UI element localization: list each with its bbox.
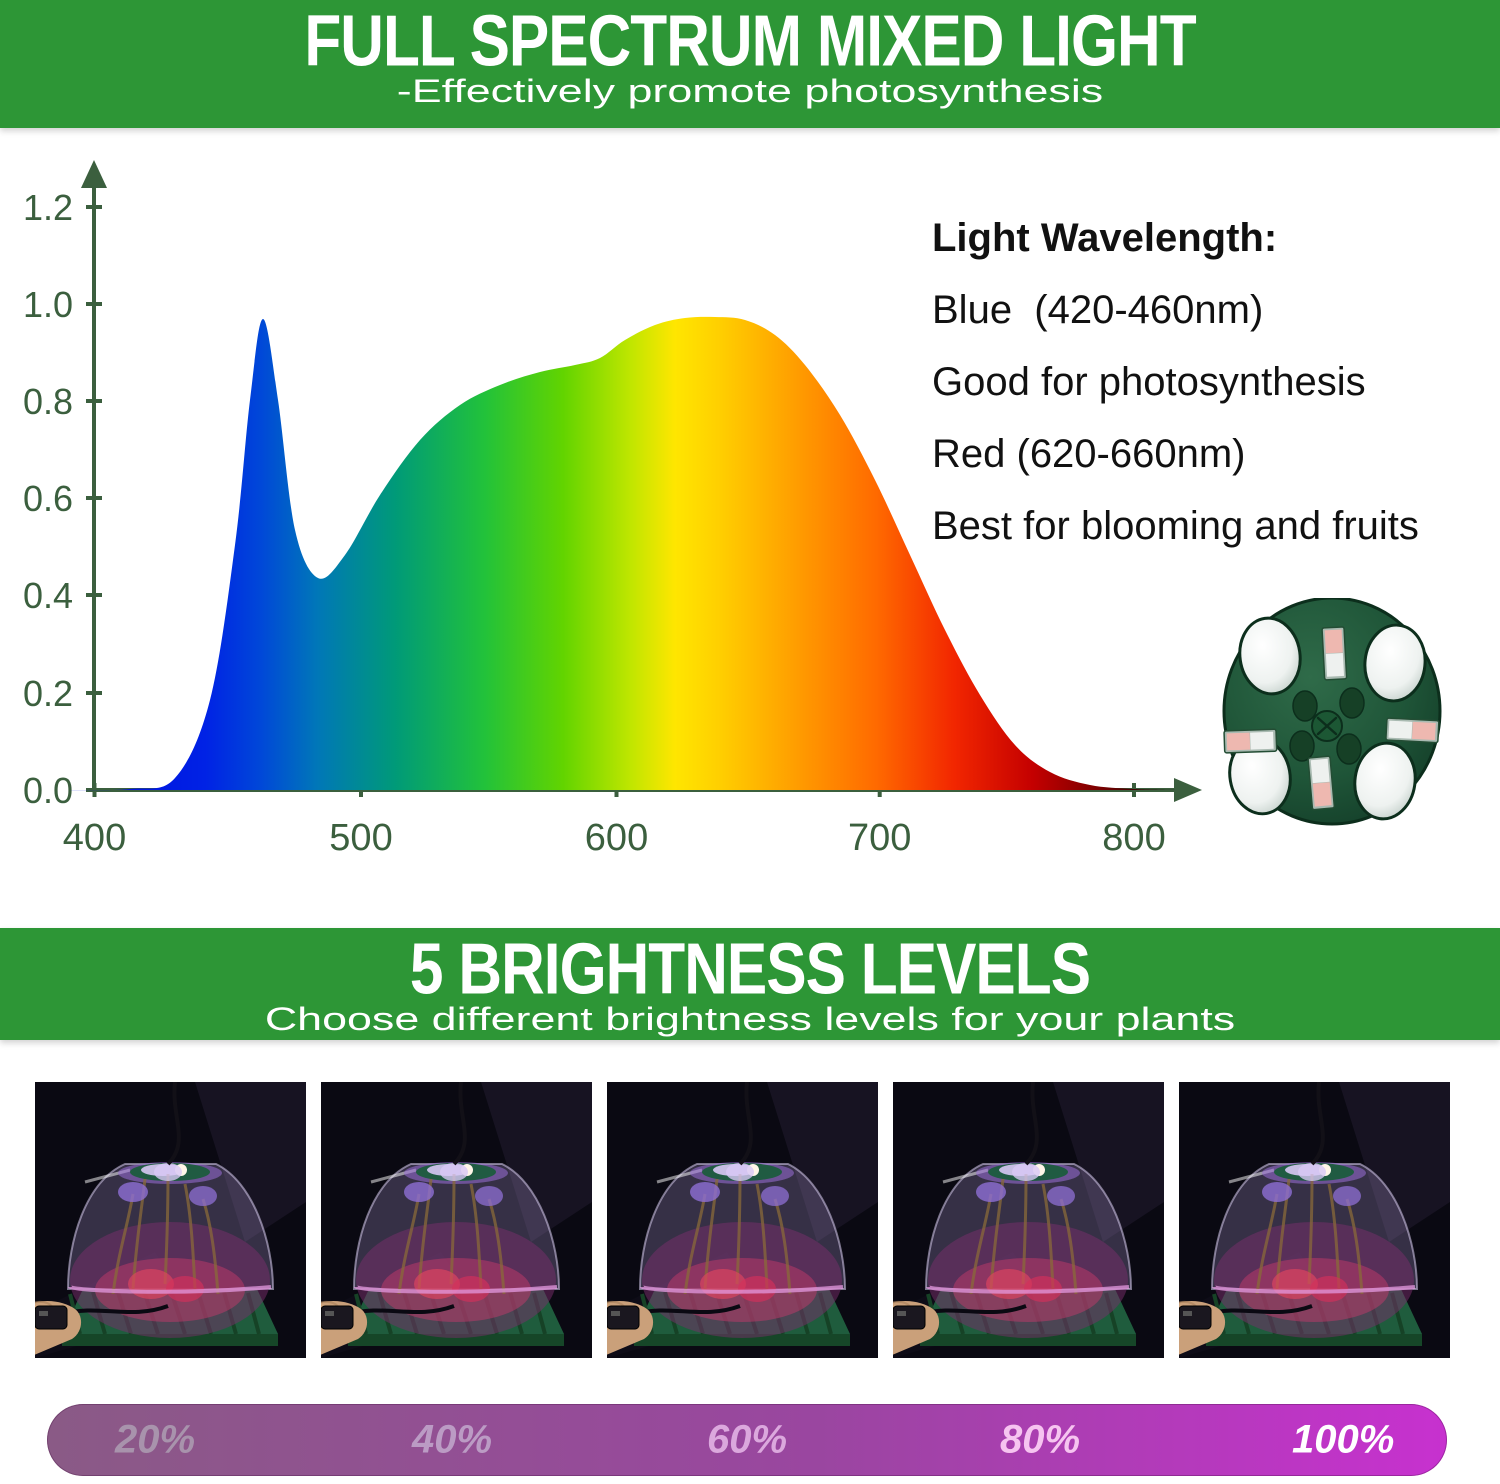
svg-text:0.8: 0.8	[23, 381, 73, 422]
svg-text:1.2: 1.2	[23, 187, 73, 228]
svg-text:0.6: 0.6	[23, 478, 73, 519]
svg-text:1.0: 1.0	[23, 284, 73, 325]
svg-text:600: 600	[585, 817, 648, 859]
svg-text:700: 700	[848, 817, 911, 859]
svg-text:500: 500	[329, 817, 392, 859]
svg-text:800: 800	[1102, 817, 1165, 859]
svg-text:400: 400	[63, 817, 126, 859]
svg-text:0.4: 0.4	[23, 575, 73, 616]
svg-text:0.0: 0.0	[23, 770, 73, 811]
svg-text:0.2: 0.2	[23, 673, 73, 714]
